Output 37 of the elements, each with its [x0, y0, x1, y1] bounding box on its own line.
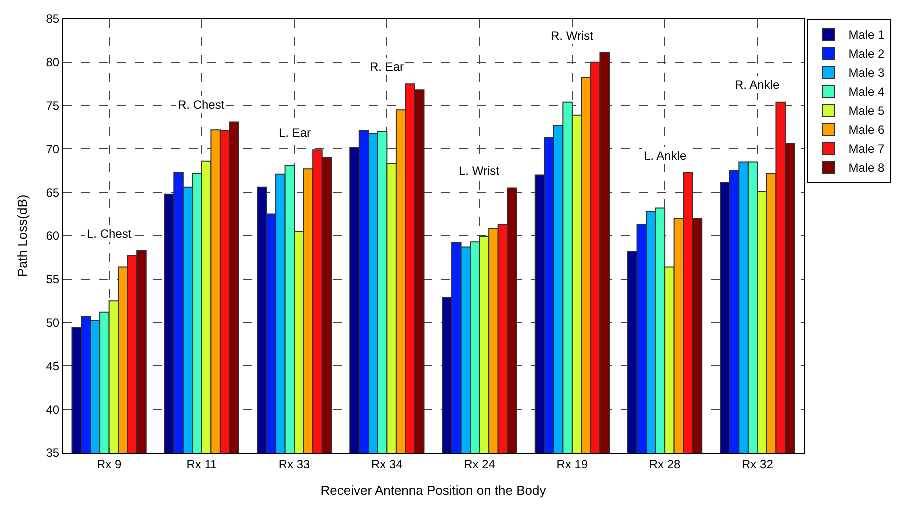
y-tick-label: 55 [46, 272, 60, 287]
legend-label: Male 3 [848, 66, 886, 80]
x-tick-label: Rx 28 [649, 457, 682, 472]
annotation: L. Ear [279, 126, 312, 140]
legend-label: Male 1 [848, 28, 886, 42]
annotation: L. Ankle [644, 149, 688, 163]
legend-label: Male 7 [848, 142, 886, 156]
annotation: R. Chest [178, 98, 226, 112]
y-tick-label: 75 [46, 99, 60, 113]
y-axis-title: Path Loss(dB) [15, 194, 30, 278]
y-tick-label: 70 [46, 142, 60, 156]
x-tick-label: Rx 32 [742, 457, 774, 472]
annotation: R. Ear [370, 60, 404, 74]
legend-label: Male 5 [848, 104, 886, 118]
x-tick-label: Rx 9 [96, 457, 122, 472]
legend-label: Male 2 [848, 47, 886, 62]
annotation: R. Wrist [551, 29, 594, 43]
annotation: R. Ankle [735, 78, 780, 92]
x-tick-label: Rx 11 [186, 457, 218, 472]
annotation: L. Wrist [459, 164, 500, 178]
legend-label: Male 6 [848, 123, 886, 138]
annotation: L. Chest [87, 227, 132, 241]
y-tick-label: 60 [46, 229, 60, 244]
y-tick-label: 85 [46, 12, 60, 26]
y-tick-label: 65 [46, 186, 60, 200]
x-tick-label: Rx 33 [278, 457, 311, 472]
y-tick-label: 35 [46, 446, 60, 460]
x-tick-label: Rx 19 [556, 457, 588, 472]
y-tick-label: 80 [46, 56, 60, 70]
x-tick-label: Rx 24 [464, 457, 496, 472]
x-axis-title: Receiver Antenna Position on the Body [320, 483, 547, 498]
x-tick-label: Rx 34 [372, 457, 404, 472]
legend-label: Male 8 [848, 161, 886, 176]
y-tick-label: 50 [46, 316, 60, 330]
y-tick-label: 45 [46, 359, 60, 374]
legend-label: Male 4 [848, 85, 886, 100]
y-tick-label: 40 [46, 402, 60, 417]
